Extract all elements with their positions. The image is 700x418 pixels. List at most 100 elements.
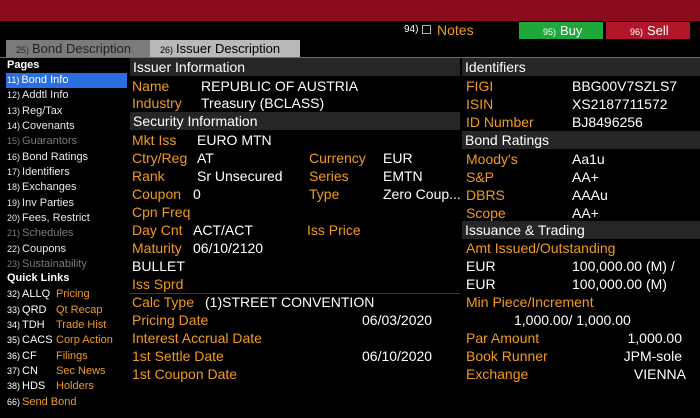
series-label: Series — [309, 168, 349, 184]
link-label: Holders — [56, 380, 94, 392]
link-label: Trade Hist — [56, 319, 107, 331]
link-code: ALLQ — [22, 288, 51, 300]
item-number: 12) — [7, 90, 21, 100]
sidebar-item-coupons[interactable]: 22) Coupons — [7, 242, 66, 257]
item-label: Fees, Restrict — [22, 212, 90, 224]
iss-price-label: Iss Price — [307, 222, 361, 238]
sell-label: Sell — [647, 23, 669, 38]
type-label: Type — [309, 186, 340, 202]
item-label: Bond Ratings — [22, 151, 89, 163]
tab-divider — [0, 57, 700, 58]
link-number: 34) — [7, 320, 21, 330]
sell-button[interactable]: 96) Sell — [606, 22, 690, 39]
sidebar-item-inv-parties[interactable]: 19) Inv Parties — [7, 196, 74, 211]
link-number: 37) — [7, 366, 21, 376]
currency-label: Currency — [309, 150, 366, 166]
notes-icon[interactable]: ☐ — [421, 23, 432, 37]
iss-sprd-label: Iss Sprd — [132, 276, 184, 292]
quick-link-cacs[interactable]: 35) CACS Corp Action — [7, 333, 113, 348]
maturity-type: BULLET — [132, 258, 185, 274]
issuer-info-header: Issuer Information — [130, 58, 460, 76]
send-number: 66) — [7, 397, 21, 407]
tab-label: Bond Description — [32, 41, 132, 56]
sidebar-item-bond-ratings[interactable]: 16) Bond Ratings — [7, 150, 88, 165]
sidebar-item-schedules: 21) Schedules — [7, 226, 73, 241]
sidebar-item-reg-tax[interactable]: 13) Reg/Tax — [7, 104, 62, 119]
tab-number: 25) — [16, 45, 30, 55]
quick-links-title: Quick Links — [7, 272, 70, 284]
cpn-freq-label: Cpn Freq — [132, 204, 191, 220]
security-info-header: Security Information — [130, 112, 460, 130]
send-label: Send Bond — [22, 396, 77, 408]
mkt-iss-label: Mkt Iss — [132, 132, 177, 148]
book-runner-value: JPM-sole — [623, 348, 682, 364]
sidebar-item-sustainability: 23) Sustainability — [7, 257, 87, 272]
currency-value: EUR — [383, 150, 413, 166]
item-label: Exchanges — [22, 181, 77, 193]
calc-type-label: Calc Type — [132, 294, 194, 310]
pricing-date-value: 06/03/2020 — [362, 312, 433, 328]
quick-link-hds[interactable]: 38) HDS Holders — [7, 379, 94, 394]
min-piece-value: 1,000.00/ 1,000.00 — [514, 312, 631, 328]
quick-link-allq[interactable]: 32) ALLQ Pricing — [7, 287, 90, 302]
item-number: 16) — [7, 152, 21, 162]
item-label: Bond Info — [21, 74, 69, 86]
amt-issued-currency: EUR — [466, 258, 496, 274]
buy-label: Buy — [560, 23, 583, 38]
calc-type-value: (1)STREET CONVENTION — [205, 294, 375, 310]
id-number-value: BJ8496256 — [572, 114, 643, 130]
sidebar-item-identifiers[interactable]: 17) Identifiers — [7, 165, 70, 180]
item-label: Inv Parties — [22, 197, 74, 209]
ctry-reg-value: AT — [197, 150, 214, 166]
identifiers-header: Identifiers — [462, 58, 700, 76]
sidebar-item-bond-info[interactable]: 11) Bond Info — [6, 73, 127, 88]
quick-link-cf[interactable]: 36) CF Filings — [7, 349, 88, 364]
item-label: Reg/Tax — [22, 105, 63, 117]
item-label: Schedules — [22, 227, 74, 239]
item-number: 13) — [7, 106, 21, 116]
item-number: 17) — [7, 167, 21, 177]
rank-label: Rank — [132, 168, 165, 184]
exchange-label: Exchange — [466, 366, 529, 382]
notes-shortcut-number: 94) — [404, 24, 419, 35]
link-code: CACS — [22, 334, 53, 346]
sidebar-item-exchanges[interactable]: 18) Exchanges — [7, 180, 76, 195]
sp-label: S&P — [466, 169, 495, 185]
quick-link-tdh[interactable]: 34) TDH Trade Hist — [7, 318, 106, 333]
amt-outstanding-value: 100,000.00 (M) — [572, 276, 667, 292]
name-label: Name — [132, 78, 170, 94]
sell-shortcut-number: 96) — [630, 27, 644, 37]
quick-link-qrd[interactable]: 33) QRD Qt Recap — [7, 303, 102, 318]
buy-button[interactable]: 95) Buy — [519, 22, 603, 39]
dbrs-value: AAAu — [572, 187, 608, 203]
maturity-label: Maturity — [132, 240, 182, 256]
link-label: Pricing — [56, 288, 90, 300]
item-number: 19) — [7, 198, 21, 208]
sidebar-item-covenants[interactable]: 14) Covenants — [7, 119, 75, 134]
tab-issuer-description[interactable]: 26) Issuer Description — [150, 40, 300, 57]
notes-button[interactable]: Notes — [437, 22, 474, 38]
rank-value: Sr Unsecured — [197, 168, 283, 184]
scope-label: Scope — [466, 205, 506, 221]
tab-bond-description[interactable]: 25) Bond Description — [6, 40, 150, 57]
link-label: Filings — [56, 350, 88, 362]
sidebar-item-addtl-info[interactable]: 12) Addtl Info — [7, 88, 69, 103]
send-bond-link[interactable]: 66) Send Bond — [7, 395, 76, 410]
first-settle-value: 06/10/2020 — [362, 348, 433, 364]
figi-value: BBG00V7SZLS7 — [572, 78, 678, 94]
series-value: EMTN — [383, 168, 423, 184]
isin-value: XS2187711572 — [572, 96, 668, 112]
isin-label: ISIN — [466, 96, 494, 112]
quick-link-cn[interactable]: 37) CN Sec News — [7, 364, 106, 379]
pages-title: Pages — [7, 59, 40, 71]
first-settle-label: 1st Settle Date — [132, 348, 224, 364]
amt-outstanding-currency: EUR — [466, 276, 496, 292]
amt-issued-value: 100,000.00 (M) / — [572, 258, 675, 274]
item-number: 20) — [7, 213, 21, 223]
link-label: Sec News — [56, 365, 106, 377]
link-number: 33) — [7, 305, 21, 315]
industry-value: Treasury (BCLASS) — [201, 95, 325, 111]
moodys-value: Aa1u — [572, 151, 605, 167]
item-number: 11) — [7, 75, 20, 85]
sidebar-item-fees-restrict[interactable]: 20) Fees, Restrict — [7, 211, 90, 226]
